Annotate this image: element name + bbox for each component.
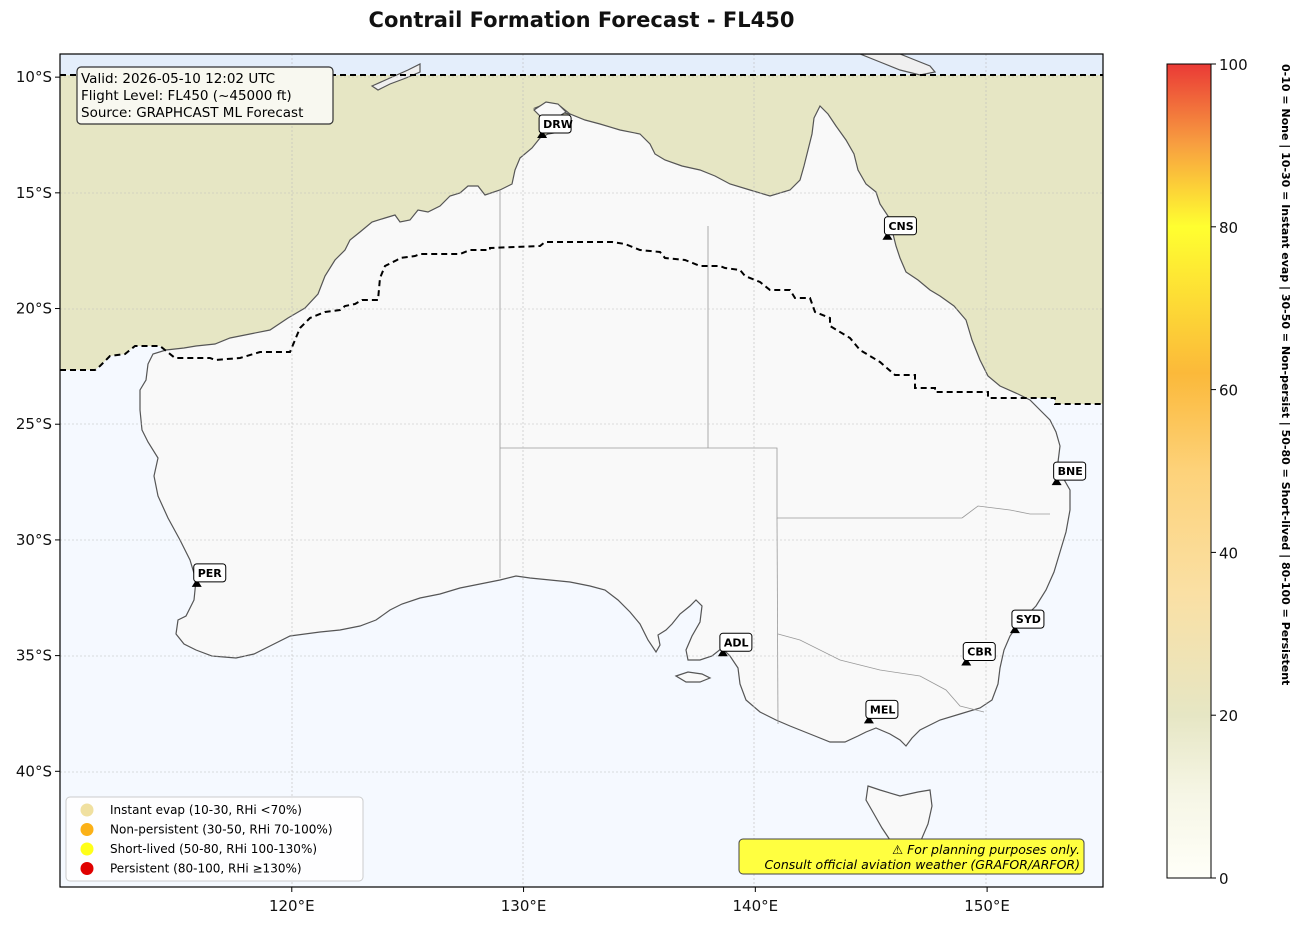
legend-item: Short-lived (50-80, RHi 100-130%) [80, 842, 317, 856]
colorbar-tick-label: 20 [1219, 707, 1238, 725]
warning-box: ⚠ For planning purposes only. Consult of… [738, 838, 1085, 875]
city-label: PER [198, 567, 223, 580]
lon-tick-label: 140°E [733, 897, 779, 915]
colorbar-tick-label: 0 [1219, 870, 1229, 888]
airport-icon [863, 715, 874, 724]
city-label: BNE [1058, 465, 1083, 478]
map-area [60, 54, 1103, 887]
chart-title: Contrail Formation Forecast - FL450 [368, 8, 795, 32]
info-box: Valid: 2026-05-10 12:02 UTC Flight Level… [76, 66, 334, 125]
city-marker-bne[interactable]: BNE [1051, 461, 1087, 486]
legend-item: Non-persistent (30-50, RHi 70-100%) [80, 823, 333, 837]
colorbar-tick-label: 60 [1219, 382, 1238, 400]
legend-label: Instant evap (10-30, RHi <70%) [110, 803, 302, 817]
city-label-box [1011, 609, 1045, 629]
lon-tick-label: 150°E [964, 897, 1010, 915]
city-markers: DRW CNS BNE PER ADL SYD CBR MEL [191, 114, 1087, 724]
city-label-box [883, 216, 917, 236]
city-label: SYD [1016, 613, 1041, 626]
warning-line-2: Consult official aviation weather (GRAFO… [764, 857, 1080, 872]
lat-tick-label: 30°S [16, 531, 52, 549]
legend-item: Persistent (80-100, RHi ≥130%) [80, 862, 302, 876]
airport-icon [961, 657, 972, 666]
legend: Instant evap (10-30, RHi <70%) Non-persis… [65, 796, 364, 882]
lon-tick-label: 130°E [501, 897, 547, 915]
city-marker-cbr[interactable]: CBR [961, 642, 996, 666]
new-guinea-coast [840, 54, 937, 76]
colorbar: 0 20 40 60 80 100 0-10 = None | 10-30 = Insta… [1166, 56, 1292, 888]
city-marker-per[interactable]: PER [191, 563, 227, 587]
city-label-box [193, 563, 227, 583]
airport-icon [717, 648, 728, 657]
airport-icon [1009, 625, 1020, 634]
airport-icon [191, 578, 202, 587]
contour-line-south [60, 241, 1103, 405]
city-label: MEL [870, 703, 895, 716]
legend-swatch [80, 842, 94, 856]
info-source: Source: GRAPHCAST ML Forecast [81, 105, 303, 121]
city-label-box [538, 114, 572, 134]
colorbar-side-label: 0-10 = None | 10-30 = Instant evap | 30-… [1279, 64, 1292, 685]
city-marker-cns[interactable]: CNS [882, 216, 917, 240]
city-label: CBR [967, 646, 992, 659]
city-label-box [719, 632, 753, 652]
lat-tick-label: 20°S [16, 300, 52, 318]
latitude-axis: 10°S 15°S 20°S 25°S 30°S 35°S 40°S [16, 68, 60, 780]
colorbar-tick-label: 80 [1219, 219, 1238, 237]
state-borders [499, 190, 1050, 725]
legend-swatch [80, 823, 94, 836]
colorbar-tick-label: 40 [1219, 544, 1238, 562]
city-label-box [865, 699, 899, 719]
longitude-axis: 120°E 130°E 140°E 150°E [269, 887, 1010, 915]
city-marker-mel[interactable]: MEL [863, 699, 899, 724]
colorbar-tick-label: 100 [1219, 56, 1248, 74]
legend-item: Instant evap (10-30, RHi <70%) [80, 803, 302, 817]
legend-swatch [80, 803, 94, 817]
legend-label: Short-lived (50-80, RHi 100-130%) [110, 842, 317, 856]
lat-tick-label: 15°S [16, 184, 52, 202]
colorbar-gradient [1166, 63, 1212, 879]
airport-icon [1051, 477, 1062, 486]
legend-swatch [80, 862, 94, 875]
map-frame [59, 53, 1104, 888]
lon-tick-label: 120°E [269, 897, 315, 915]
kangaroo-island [674, 671, 712, 683]
city-label: CNS [888, 220, 913, 233]
info-flight-level: Flight Level: FL450 (~45000 ft) [81, 88, 292, 104]
lat-tick-label: 40°S [16, 762, 52, 780]
city-label-box [962, 642, 996, 662]
grid-lines [60, 54, 1103, 887]
australia-mainland [139, 103, 1071, 747]
city-label: DRW [543, 118, 573, 131]
warning-line-1: ⚠ For planning purposes only. [892, 842, 1080, 857]
airport-icon [882, 231, 893, 240]
city-label: ADL [724, 636, 749, 649]
city-marker-drw[interactable]: DRW [537, 114, 573, 138]
airport-icon [537, 129, 548, 138]
legend-label: Persistent (80-100, RHi ≥130%) [110, 862, 302, 876]
city-label-box [1053, 461, 1087, 481]
lat-tick-label: 10°S [16, 68, 52, 86]
lat-tick-label: 25°S [16, 415, 52, 433]
legend-label: Non-persistent (30-50, RHi 70-100%) [110, 823, 333, 837]
lat-tick-label: 35°S [16, 647, 52, 665]
city-marker-adl[interactable]: ADL [717, 632, 753, 657]
city-marker-syd[interactable]: SYD [1009, 609, 1045, 634]
info-valid: Valid: 2026-05-10 12:02 UTC [81, 71, 275, 87]
